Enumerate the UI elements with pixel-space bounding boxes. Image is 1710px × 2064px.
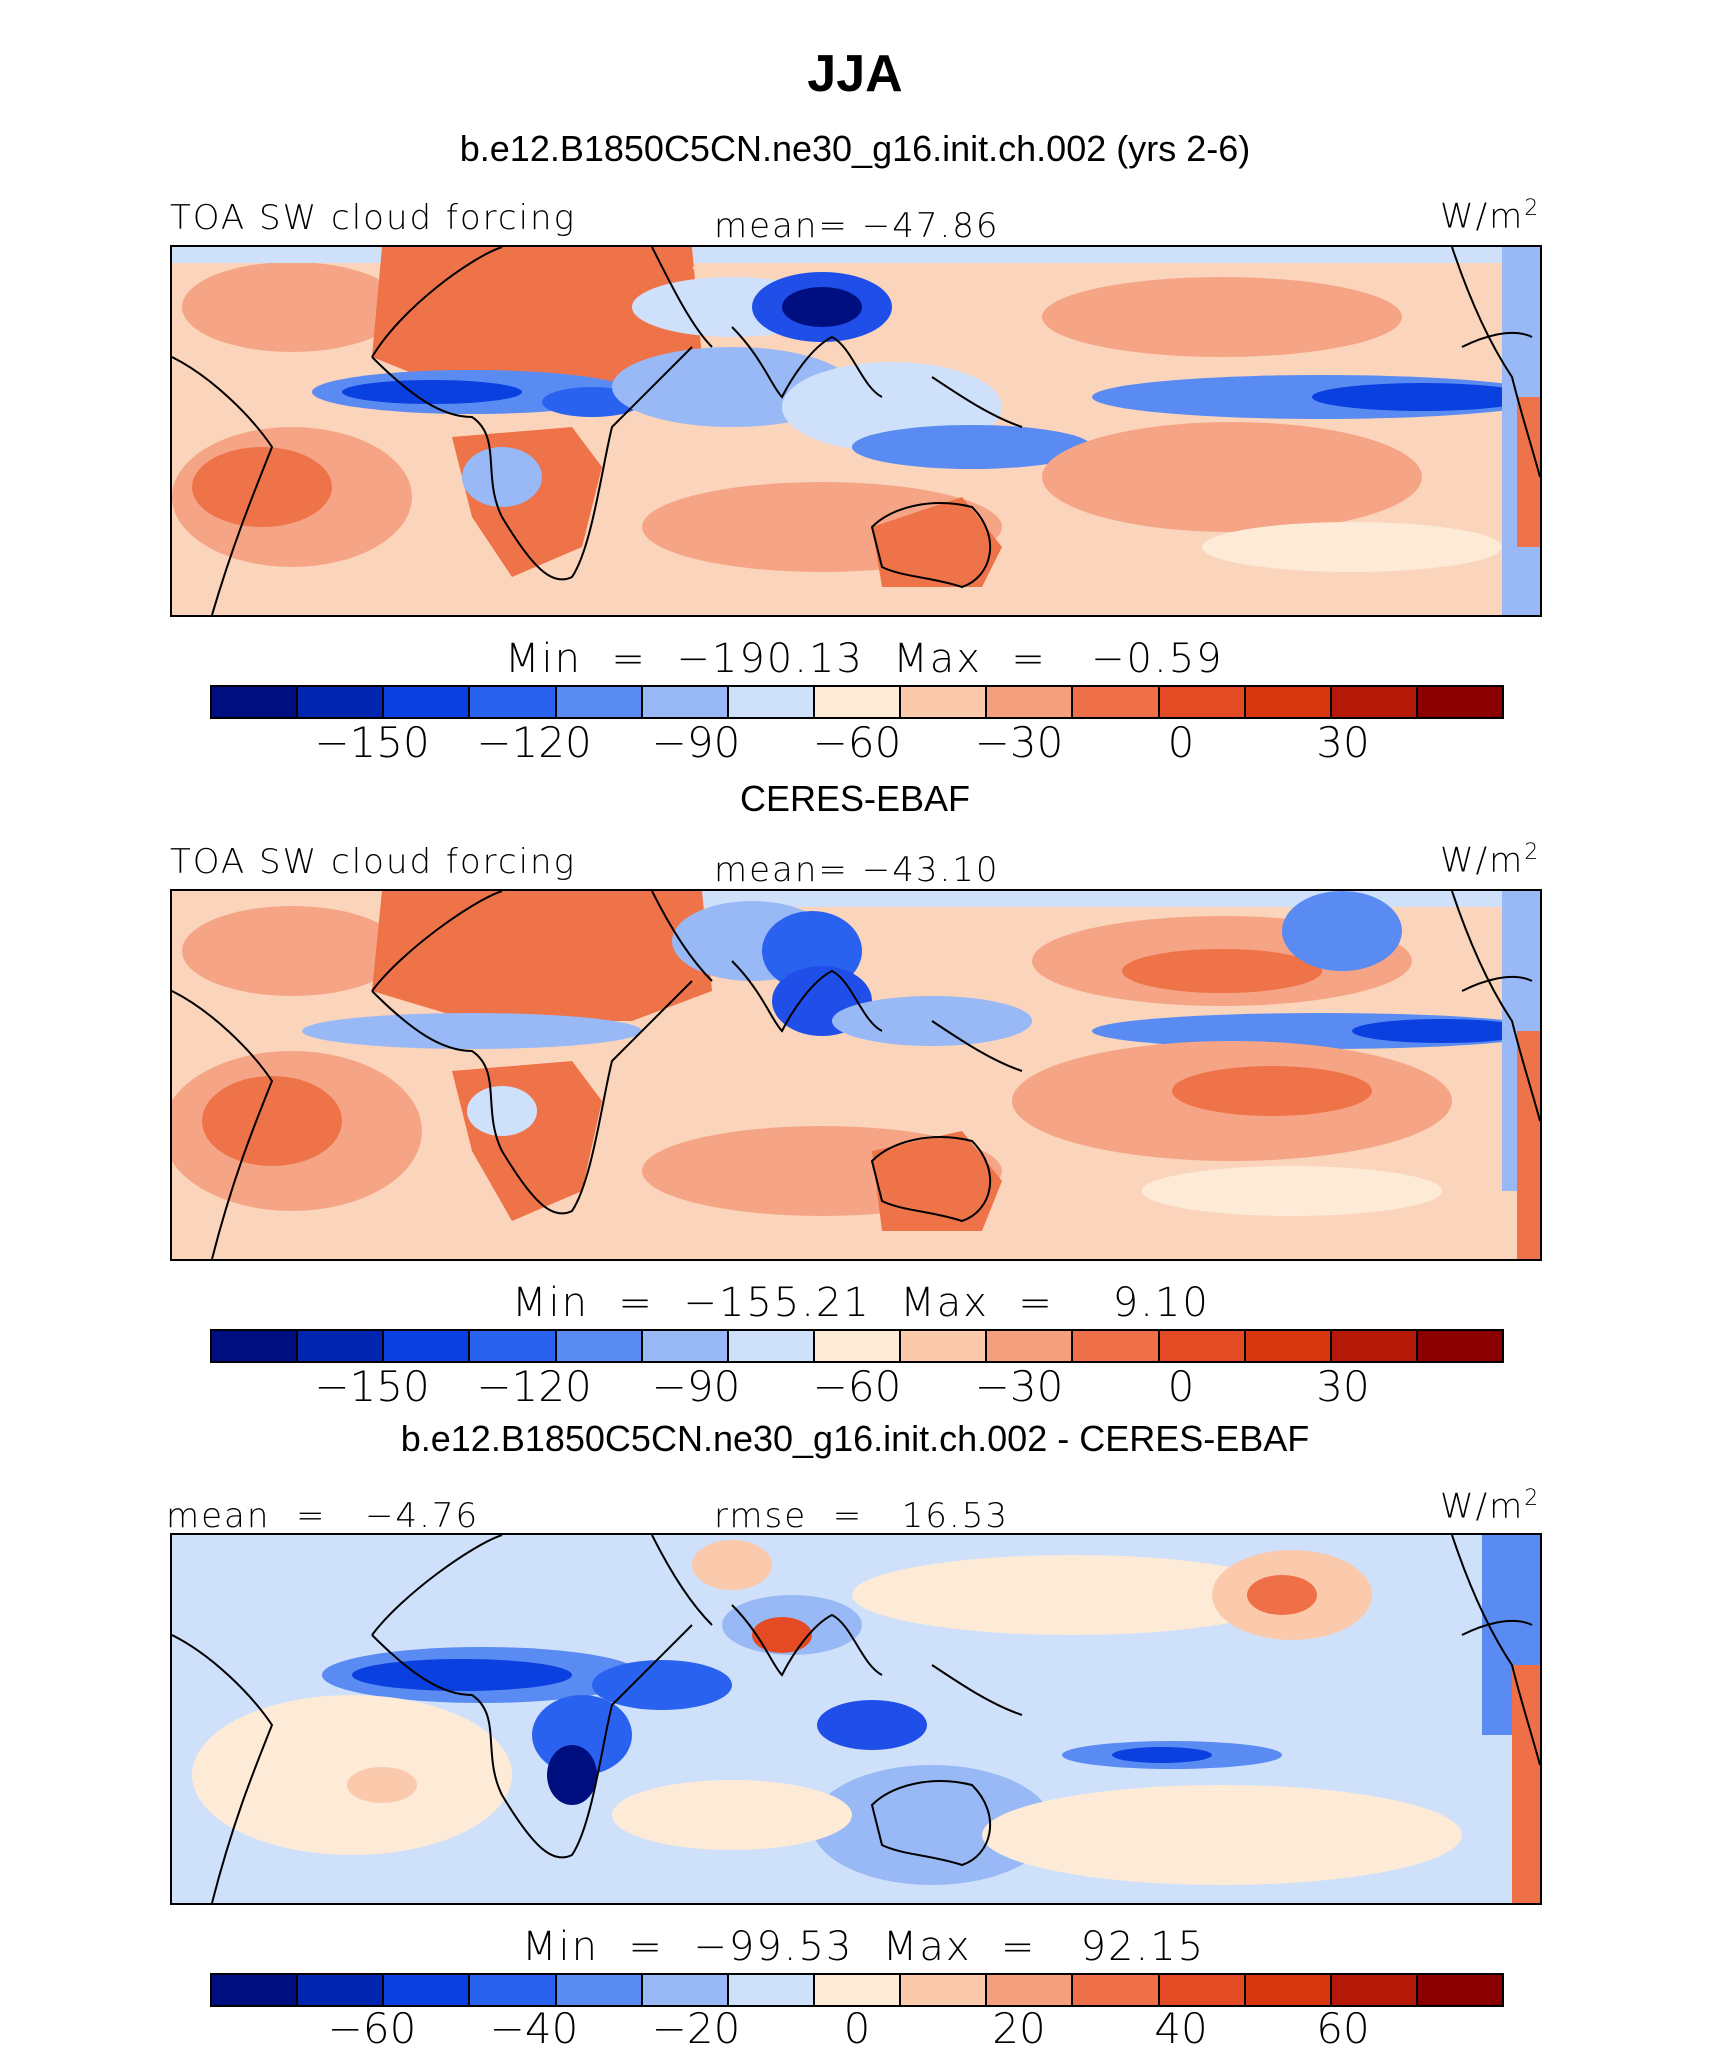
- panel-1-colorbar-tick: −90: [651, 718, 741, 767]
- figure-title: JJA: [807, 45, 903, 103]
- colorbar-cell: [1073, 1331, 1160, 1361]
- panel-2-colorbar-tick: 0: [1167, 1362, 1195, 1411]
- panel-3-colorbar-tick: −20: [651, 2004, 741, 2053]
- colorbar-cell: [1417, 687, 1503, 717]
- colorbar-cell: [642, 687, 729, 717]
- colorbar-cell: [728, 1975, 815, 2005]
- colorbar-cell: [1073, 1975, 1160, 2005]
- panel-2-min-max: Min = −155.21 Max = 9.10: [512, 1280, 1210, 1326]
- panel-1-caption: b.e12.B1850C5CN.ne30_g16.init.ch.002 (yr…: [459, 128, 1251, 169]
- panel-2-map: [170, 889, 1542, 1261]
- colorbar-cell: [1159, 1975, 1246, 2005]
- colorbar-cell: [1245, 1331, 1332, 1361]
- colorbar-cell: [1331, 1331, 1418, 1361]
- panel-2-colorbar-tick: −60: [812, 1362, 902, 1411]
- panel-1-units: W/m2: [1440, 196, 1541, 237]
- panel-3-colorbar-tick: −40: [489, 2004, 579, 2053]
- panel-1-colorbar-tick: 0: [1167, 718, 1195, 767]
- panel-2-colorbar: [210, 1329, 1504, 1363]
- panel-3-colorbar-tick: 0: [843, 2004, 871, 2053]
- colorbar-cell: [814, 1331, 902, 1361]
- colorbar-cell: [1331, 1975, 1418, 2005]
- colorbar-cell: [1073, 687, 1160, 717]
- panel-2-colorbar-tick: −150: [314, 1362, 430, 1411]
- colorbar-cell: [987, 1975, 1074, 2005]
- colorbar-cell: [901, 1975, 988, 2005]
- panel-3-colorbar-tick: 60: [1316, 2004, 1370, 2053]
- colorbar-cell: [728, 687, 815, 717]
- colorbar-cell: [642, 1331, 729, 1361]
- colorbar-cell: [1245, 687, 1332, 717]
- panel-2-units: W/m2: [1440, 840, 1541, 881]
- colorbar-cell: [384, 1975, 471, 2005]
- panel-2-caption: CERES-EBAF: [739, 778, 971, 819]
- panel-1-colorbar-tick: −150: [314, 718, 430, 767]
- colorbar-cell: [728, 1331, 815, 1361]
- colorbar-cell: [814, 1975, 902, 2005]
- panel-2-colorbar-tick: −30: [974, 1362, 1064, 1411]
- panel-2-colorbar-tick: −90: [651, 1362, 741, 1411]
- colorbar-cell: [212, 1975, 299, 2005]
- colorbar-cell: [470, 1331, 557, 1361]
- panel-3-colorbar-tick: 40: [1154, 2004, 1208, 2053]
- colorbar-cell: [298, 687, 385, 717]
- panel-2-colorbar-tick: 30: [1316, 1362, 1370, 1411]
- colorbar-cell: [384, 687, 471, 717]
- colorbar-cell: [470, 1975, 557, 2005]
- colorbar-cell: [556, 1975, 643, 2005]
- panel-3-colorbar: [210, 1973, 1504, 2007]
- colorbar-cell: [556, 1331, 643, 1361]
- colorbar-cell: [298, 1975, 385, 2005]
- panel-1-map: [170, 245, 1542, 617]
- colorbar-cell: [901, 1331, 988, 1361]
- panel-1-map-field: [172, 247, 1540, 615]
- panel-1-colorbar-tick: −60: [812, 718, 902, 767]
- colorbar-cell: [642, 1975, 729, 2005]
- colorbar-cell: [814, 687, 902, 717]
- colorbar-cell: [901, 687, 988, 717]
- colorbar-cell: [384, 1331, 471, 1361]
- panel-1-colorbar: [210, 685, 1504, 719]
- panel-3-caption: b.e12.B1850C5CN.ne30_g16.init.ch.002 - C…: [400, 1418, 1310, 1459]
- colorbar-cell: [212, 1331, 299, 1361]
- panel-3-min-max: Min = −99.53 Max = 92.15: [522, 1924, 1206, 1970]
- panel-3-colorbar-tick: 20: [992, 2004, 1046, 2053]
- panel-2-mean-label: mean= −43.10: [714, 850, 1000, 890]
- panel-3-mean-label: mean = −4.76: [166, 1496, 480, 1536]
- panel-2-map-field: [172, 891, 1540, 1259]
- colorbar-cell: [556, 687, 643, 717]
- colorbar-cell: [1159, 1331, 1246, 1361]
- panel-3-map-field: [172, 1535, 1540, 1903]
- colorbar-cell: [987, 687, 1074, 717]
- colorbar-cell: [1245, 1975, 1332, 2005]
- panel-3-colorbar-tick: −60: [327, 2004, 417, 2053]
- colorbar-cell: [1159, 687, 1246, 717]
- colorbar-cell: [470, 687, 557, 717]
- panel-1-variable-label: TOA SW cloud forcing: [170, 198, 576, 238]
- panel-3-map: [170, 1533, 1542, 1905]
- panel-2-colorbar-tick: −120: [476, 1362, 592, 1411]
- panel-3-rmse-label: rmse = 16.53: [714, 1496, 1009, 1536]
- colorbar-cell: [1417, 1975, 1503, 2005]
- colorbar-cell: [1331, 687, 1418, 717]
- panel-2-variable-label: TOA SW cloud forcing: [170, 842, 576, 882]
- panel-1-colorbar-tick: −30: [974, 718, 1064, 767]
- panel-1-colorbar-tick: −120: [476, 718, 592, 767]
- panel-1-mean-label: mean= −47.86: [714, 206, 1000, 246]
- colorbar-cell: [212, 687, 299, 717]
- colorbar-cell: [987, 1331, 1074, 1361]
- colorbar-cell: [298, 1331, 385, 1361]
- panel-1-min-max: Min = −190.13 Max = −0.59: [505, 636, 1224, 682]
- colorbar-cell: [1417, 1331, 1503, 1361]
- panel-1-colorbar-tick: 30: [1316, 718, 1370, 767]
- panel-3-units: W/m2: [1440, 1486, 1541, 1527]
